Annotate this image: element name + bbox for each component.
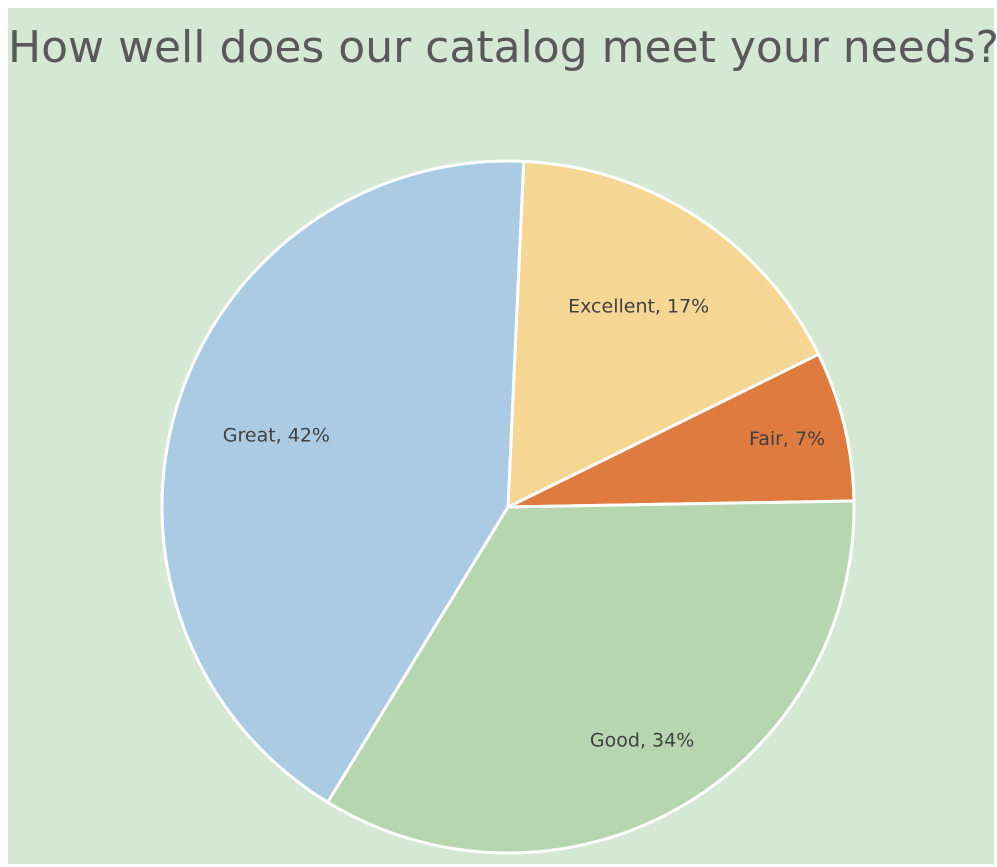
pie-slice-great [160,159,526,804]
data-label-fair: Fair, 7% [749,428,825,450]
data-label-great: Great, 42% [223,425,330,447]
pie-slice-fair [506,352,856,509]
pie-chart: Fair, 7% Excellent, 17% Great, 42% Good, 34… [160,159,856,855]
chart-area: How well does our catalog meet your need… [8,8,997,864]
pie-slice-excellent [506,159,820,509]
data-label-excellent: Excellent, 17% [568,296,709,318]
chart-title: How well does our catalog meet your need… [8,22,997,73]
pie-slices [160,159,856,855]
pie-slice-good [326,499,856,855]
data-label-good: Good, 34% [590,730,694,752]
pie-data-labels: Fair, 7% Excellent, 17% Great, 42% Good, 34… [223,296,825,752]
